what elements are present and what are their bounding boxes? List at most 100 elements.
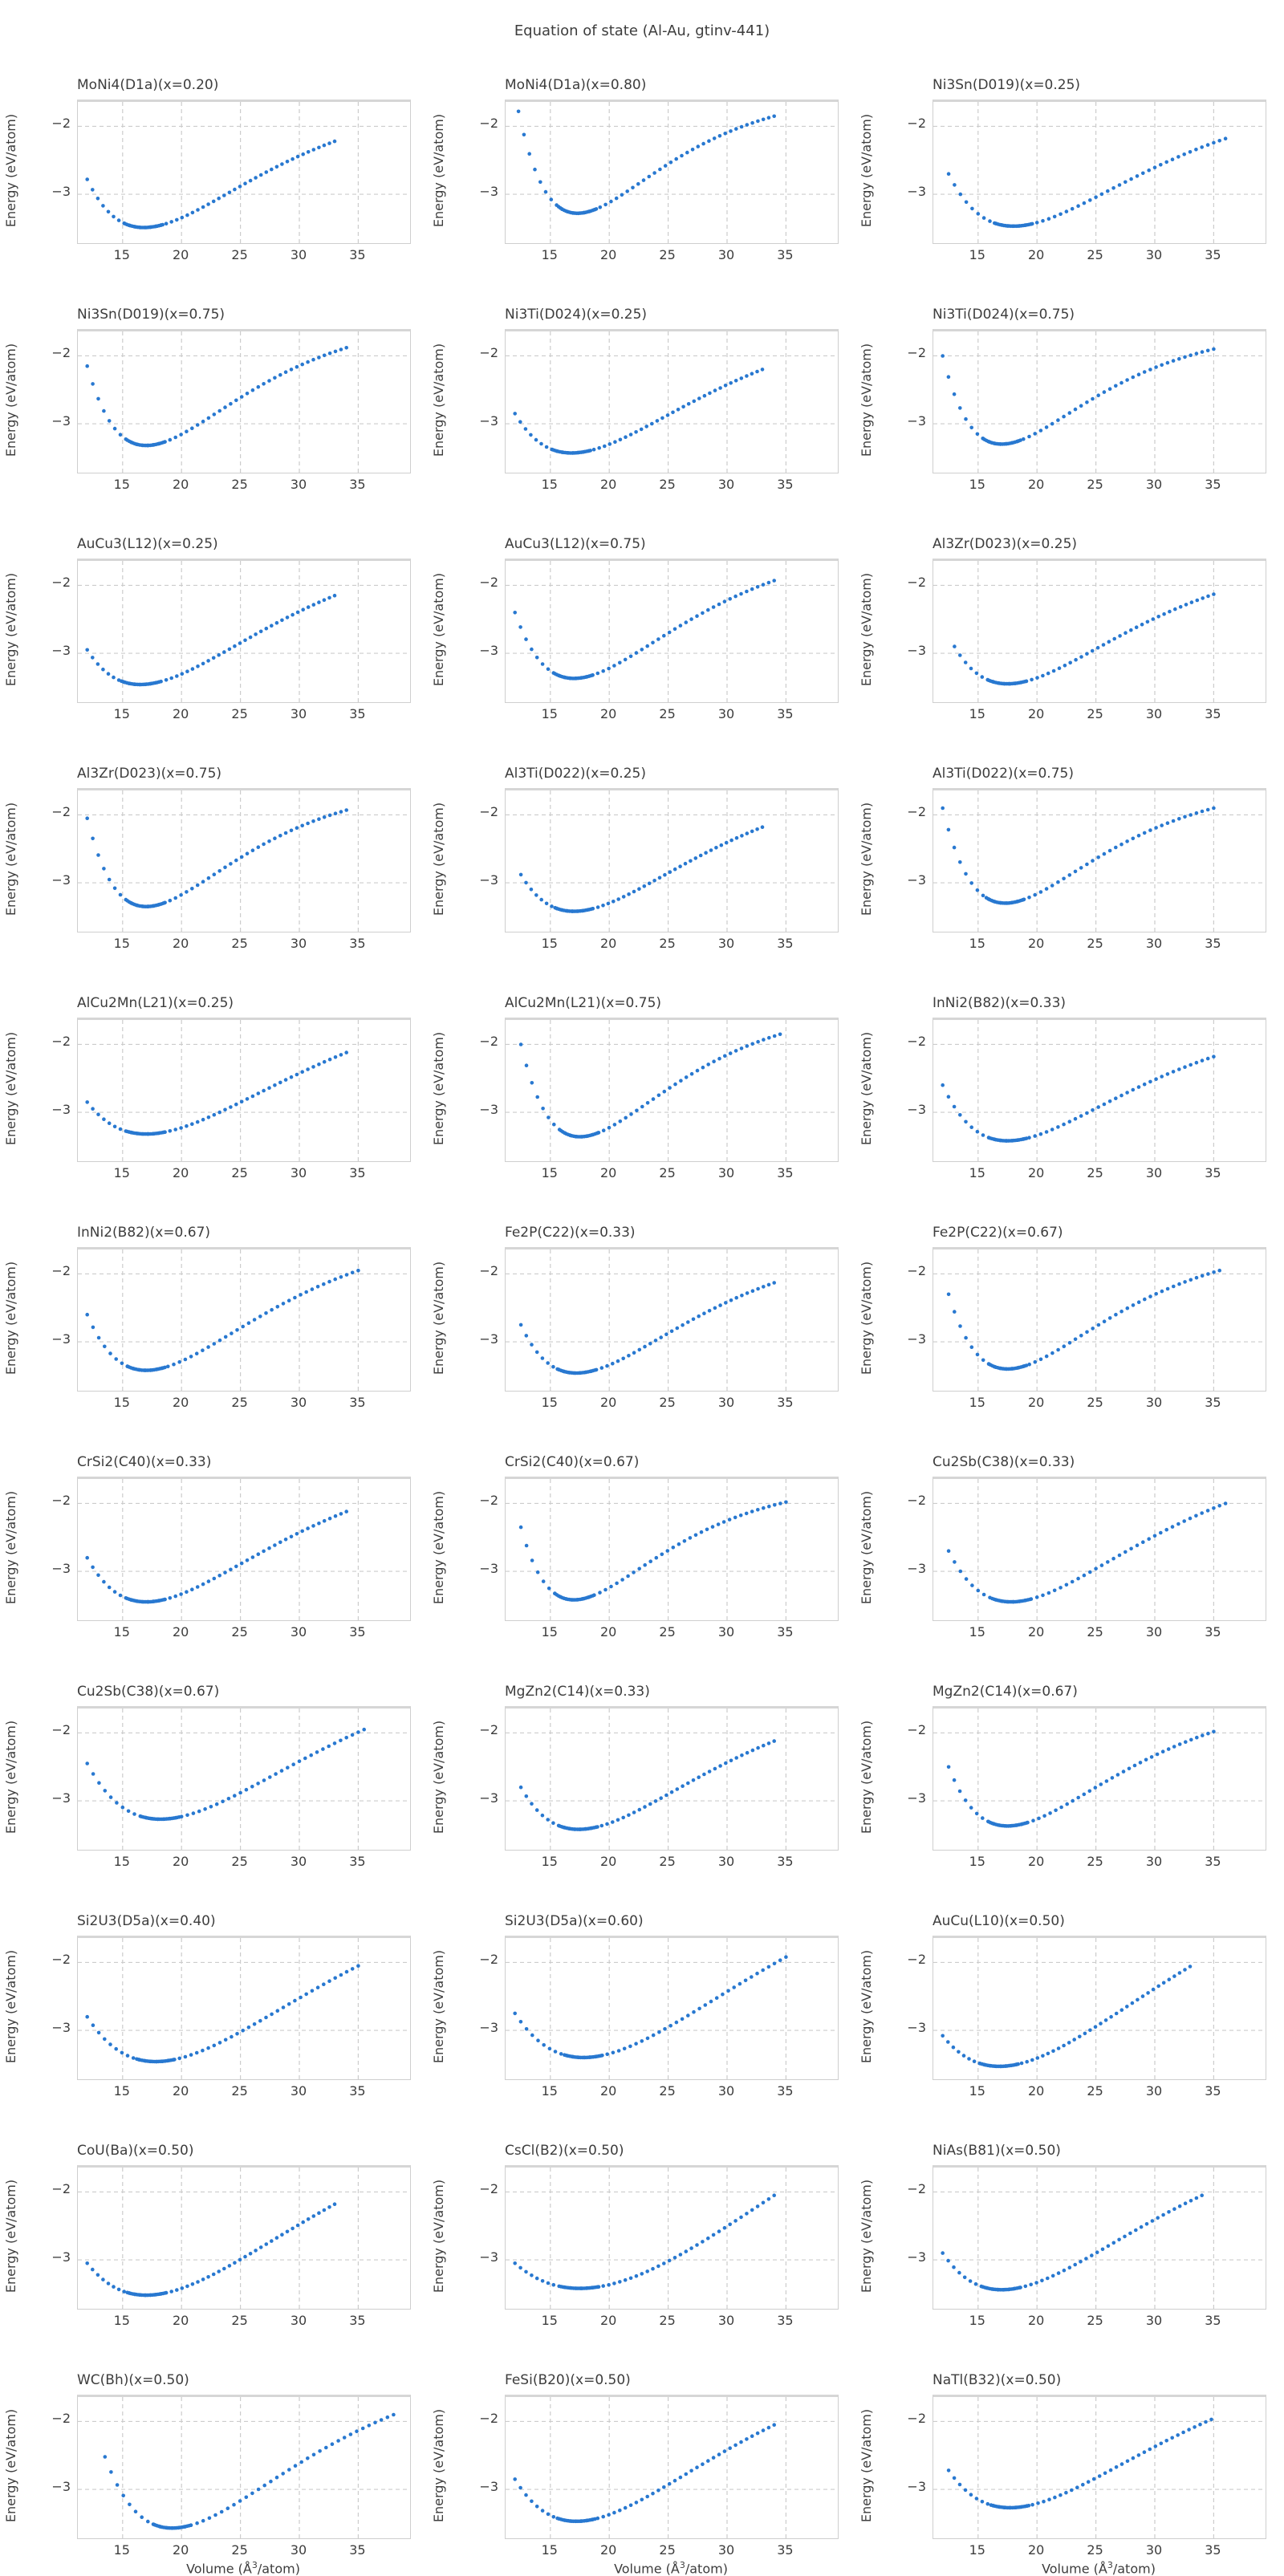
- plot-area: [77, 2395, 411, 2539]
- data-point: [975, 888, 980, 892]
- data-point: [1056, 1347, 1060, 1352]
- data-point: [1131, 1087, 1136, 1092]
- y-axis-label: Energy (eV/atom): [431, 1247, 447, 1388]
- x-tick-label: 15: [541, 1165, 558, 1180]
- data-point: [112, 214, 116, 219]
- data-point: [650, 421, 654, 426]
- data-point: [1142, 370, 1147, 374]
- data-point: [179, 1592, 183, 1596]
- y-tick-label: −3: [907, 872, 926, 888]
- data-point: [293, 1295, 297, 1300]
- data-point: [620, 193, 624, 197]
- data-point: [629, 1112, 633, 1116]
- data-point: [185, 213, 189, 217]
- data-point: [722, 2449, 727, 2453]
- data-point: [103, 1789, 108, 1793]
- data-point: [1030, 2058, 1034, 2062]
- data-point: [674, 156, 678, 161]
- data-point: [254, 632, 258, 636]
- subplot-title: AlCu2Mn(L21)(x=0.75): [505, 995, 662, 1011]
- data-point: [524, 1334, 529, 1338]
- data-point: [713, 388, 717, 392]
- subplot-31: FeSi(B20)(x=0.50) Energy (eV/atom) −2 −3 15 2…: [428, 2332, 855, 2576]
- y-tick-label: −2: [479, 345, 498, 361]
- data-point: [1212, 140, 1216, 145]
- data-point: [603, 444, 607, 449]
- data-point: [339, 347, 343, 351]
- plot-canvas: [78, 2168, 410, 2309]
- x-tick-label: 35: [349, 247, 366, 262]
- data-point: [524, 2493, 528, 2497]
- data-point: [652, 171, 656, 175]
- data-point: [280, 618, 284, 623]
- data-point: [640, 1104, 644, 1109]
- data-point: [168, 898, 173, 903]
- data-point: [201, 2518, 205, 2523]
- data-point: [96, 1112, 100, 1116]
- y-tick-label: −3: [907, 2479, 926, 2495]
- data-point: [1034, 2281, 1038, 2285]
- data-point: [723, 132, 727, 136]
- data-point: [1034, 221, 1039, 225]
- data-point: [201, 2048, 205, 2053]
- data-point: [274, 165, 279, 169]
- data-point: [385, 2415, 390, 2420]
- data-point: [663, 872, 667, 877]
- data-point: [624, 435, 628, 439]
- data-point: [1079, 1334, 1083, 1338]
- data-point: [207, 2516, 212, 2521]
- data-point: [256, 1091, 261, 1095]
- data-point: [607, 2282, 611, 2287]
- data-point: [1198, 2422, 1202, 2427]
- x-tick-label: 20: [173, 1854, 189, 1869]
- data-point: [289, 828, 294, 833]
- data-point: [755, 827, 759, 831]
- x-tick-label: 15: [113, 477, 130, 492]
- data-point: [524, 637, 528, 641]
- data-point: [658, 167, 662, 172]
- data-point: [672, 627, 677, 632]
- data-point: [1183, 1065, 1187, 1069]
- x-tick-label: 20: [173, 936, 189, 951]
- data-point: [168, 1596, 173, 1600]
- data-point: [534, 2505, 539, 2509]
- y-axis-label: Energy (eV/atom): [859, 559, 875, 700]
- data-point: [267, 1086, 271, 1090]
- data-point: [283, 831, 288, 835]
- data-point: [299, 2460, 304, 2464]
- data-point: [322, 143, 327, 148]
- y-axis-label: Energy (eV/atom): [859, 1936, 875, 2077]
- data-point: [766, 1282, 771, 1287]
- data-point: [713, 1306, 717, 1310]
- data-point: [295, 1532, 299, 1536]
- data-point: [91, 836, 95, 841]
- x-tick-label: 35: [1205, 1854, 1221, 1869]
- data-point: [722, 2225, 727, 2230]
- plot-canvas: [78, 1479, 410, 1620]
- plot-canvas: [506, 1479, 838, 1620]
- data-point: [750, 1042, 754, 1046]
- data-point: [1131, 1303, 1136, 1307]
- data-point: [689, 859, 693, 863]
- data-point: [536, 2038, 540, 2042]
- data-point: [544, 445, 549, 449]
- data-point: [146, 2519, 150, 2524]
- data-point: [1146, 1991, 1150, 1995]
- plot-area: [505, 1706, 839, 1851]
- data-point: [1154, 365, 1158, 369]
- subplot-title: Cu2Sb(C38)(x=0.33): [933, 1454, 1075, 1470]
- data-point: [611, 2050, 616, 2055]
- y-axis-label-text: Energy (eV/atom): [859, 802, 875, 916]
- data-point: [941, 1083, 945, 1087]
- data-point: [283, 370, 288, 374]
- data-point: [688, 1536, 693, 1540]
- data-point: [91, 656, 95, 660]
- data-point: [603, 202, 607, 207]
- x-tick-label: 30: [1145, 477, 1163, 492]
- data-point: [679, 1079, 683, 1083]
- data-point: [267, 839, 271, 843]
- data-point: [234, 1102, 238, 1107]
- x-tick-label: 35: [777, 247, 794, 262]
- data-point: [618, 437, 623, 442]
- data-point: [217, 1110, 221, 1115]
